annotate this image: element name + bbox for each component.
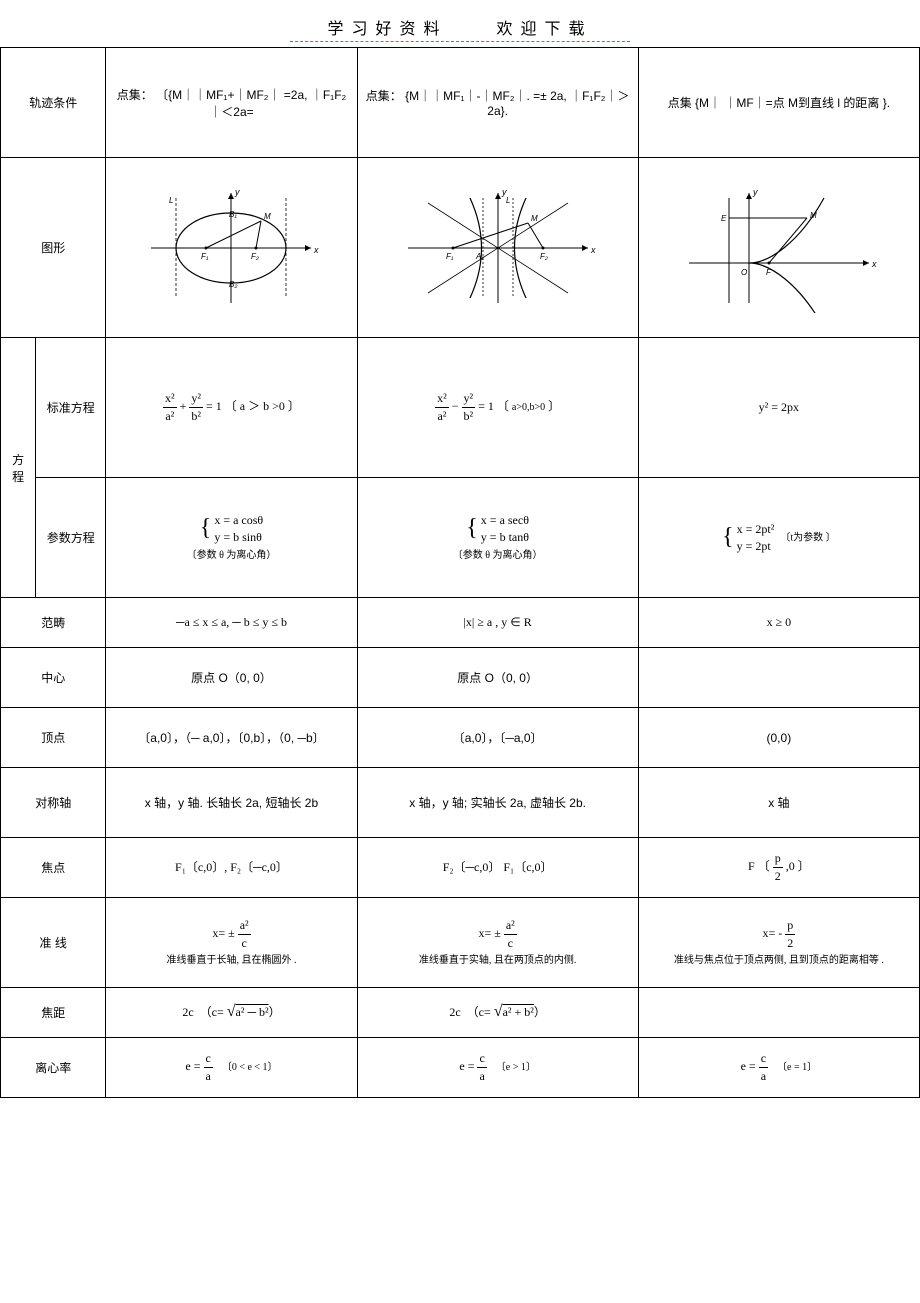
focus-ellipse: F₁〔c,0〕, F₂〔─c,0〕	[106, 838, 357, 898]
std-ellipse: x²a² + y²b² = 1 〔 a ＞ b >0 〕	[106, 338, 357, 478]
row-directrix: 准 线 x= ± a²c 准线垂直于长轴, 且在椭圆外 . x= ± a²c 准…	[1, 898, 920, 988]
svg-text:L: L	[506, 196, 510, 205]
svg-text:F₂: F₂	[540, 252, 548, 261]
center-parabola	[638, 648, 919, 708]
param-hyperbola: { x = a secθy = b tanθ 〔参数 θ 为离心角）	[357, 478, 638, 598]
traj-parabola: 点集 {M｜ ｜MF｜=点 M到直线 l 的距离 }.	[638, 48, 919, 158]
svg-text:M: M	[810, 211, 817, 220]
directrix-ellipse: x= ± a²c 准线垂直于长轴, 且在椭圆外 .	[106, 898, 357, 988]
label-center: 中心	[1, 648, 106, 708]
label-focus: 焦点	[1, 838, 106, 898]
std-hyperbola: x²a² − y²b² = 1 〔 a>0,b>0 〕	[357, 338, 638, 478]
row-focus: 焦点 F₁〔c,0〕, F₂〔─c,0〕 F₂〔─c,0〕 F₁〔c,0〕 F …	[1, 838, 920, 898]
svg-text:M: M	[531, 214, 538, 223]
svg-text:O: O	[741, 268, 747, 277]
svg-text:x: x	[590, 245, 596, 255]
center-ellipse: 原点 O（0, 0）	[106, 648, 357, 708]
traj-hyperbola: 点集： {M｜｜MF₁｜-｜MF₂｜. =± 2a, ｜F₁F₂｜＞2a}.	[357, 48, 638, 158]
traj-ellipse: 点集： 〔{M｜｜MF₁+｜MF₂｜ =2a, ｜F₁F₂｜＜2a=	[106, 48, 357, 158]
label-shape: 图形	[1, 158, 106, 338]
row-focal-dist: 焦距 2c （c= √a² ─ b²） 2c （c= √a² + b²）	[1, 988, 920, 1038]
svg-text:x: x	[871, 259, 877, 269]
row-center: 中心 原点 O（0, 0） 原点 O（0, 0）	[1, 648, 920, 708]
range-ellipse: ─a ≤ x ≤ a, ─ b ≤ y ≤ b	[106, 598, 357, 648]
ecc-ellipse: e = ca 〔0 < e < 1〕	[106, 1038, 357, 1098]
svg-text:E: E	[721, 214, 727, 223]
label-trajectory: 轨迹条件	[1, 48, 106, 158]
param-parabola: { x = 2pt²y = 2pt 〔t为参数 〕	[638, 478, 919, 598]
header-underline	[290, 41, 630, 42]
label-equation: 方程	[1, 338, 36, 598]
row-param-eq: 参数方程 { x = a cosθy = b sinθ 〔参数 θ 为离心角） …	[1, 478, 920, 598]
axis-hyperbola: x 轴，y 轴; 实轴长 2a, 虚轴长 2b.	[357, 768, 638, 838]
page-header: 学习好资料 欢迎下载	[0, 0, 920, 47]
svg-text:x: x	[313, 245, 319, 255]
shape-hyperbola: x y M F₁ F₂ A₁ L	[357, 158, 638, 338]
vertex-ellipse: 〔a,0〕，（─ a,0〕，〔0,b〕，（0, ─b〕	[106, 708, 357, 768]
label-axis: 对称轴	[1, 768, 106, 838]
std-parabola: y² = 2px	[638, 338, 919, 478]
header-right: 欢迎下载	[496, 21, 592, 38]
svg-text:y: y	[234, 187, 240, 197]
row-range: 范畴 ─a ≤ x ≤ a, ─ b ≤ y ≤ b |x| ≥ a , y ∈…	[1, 598, 920, 648]
directrix-parabola: x= - p2 准线与焦点位于顶点两侧, 且到顶点的距离相等 .	[638, 898, 919, 988]
conic-table: 轨迹条件 点集： 〔{M｜｜MF₁+｜MF₂｜ =2a, ｜F₁F₂｜＜2a= …	[0, 47, 920, 1098]
shape-parabola: x y M F E O	[638, 158, 919, 338]
svg-text:F₂: F₂	[251, 252, 259, 261]
row-trajectory: 轨迹条件 点集： 〔{M｜｜MF₁+｜MF₂｜ =2a, ｜F₁F₂｜＜2a= …	[1, 48, 920, 158]
center-hyperbola: 原点 O（0, 0）	[357, 648, 638, 708]
focal-hyperbola: 2c （c= √a² + b²）	[357, 988, 638, 1038]
range-hyperbola: |x| ≥ a , y ∈ R	[357, 598, 638, 648]
label-focal-dist: 焦距	[1, 988, 106, 1038]
ecc-parabola: e = ca 〔e = 1〕	[638, 1038, 919, 1098]
label-vertex: 顶点	[1, 708, 106, 768]
shape-ellipse: x y M F₁ F₂ B₁ B₂ L	[106, 158, 357, 338]
svg-text:B₁: B₁	[229, 210, 237, 219]
label-directrix: 准 线	[1, 898, 106, 988]
focal-parabola	[638, 988, 919, 1038]
label-std-eq: 标准方程	[36, 338, 106, 478]
svg-text:M: M	[264, 212, 271, 221]
svg-text:L: L	[169, 196, 173, 205]
svg-text:F₁: F₁	[201, 252, 209, 261]
directrix-hyperbola: x= ± a²c 准线垂直于实轴, 且在两顶点的内侧.	[357, 898, 638, 988]
row-shape: 图形 x y M F₁ F₂ B₁ B₂ L	[1, 158, 920, 338]
axis-parabola: x 轴	[638, 768, 919, 838]
row-eccentricity: 离心率 e = ca 〔0 < e < 1〕 e = ca 〔e > 1〕 e …	[1, 1038, 920, 1098]
header-left: 学习好资料	[328, 21, 448, 38]
label-param-eq: 参数方程	[36, 478, 106, 598]
svg-text:F₁: F₁	[446, 252, 454, 261]
label-range: 范畴	[1, 598, 106, 648]
svg-text:A₁: A₁	[475, 252, 484, 261]
row-vertex: 顶点 〔a,0〕，（─ a,0〕，〔0,b〕，（0, ─b〕 〔a,0〕，〔─a…	[1, 708, 920, 768]
focus-parabola: F 〔 p2 ,0 〕	[638, 838, 919, 898]
label-eccentricity: 离心率	[1, 1038, 106, 1098]
focal-ellipse: 2c （c= √a² ─ b²）	[106, 988, 357, 1038]
focus-hyperbola: F₂〔─c,0〕 F₁〔c,0〕	[357, 838, 638, 898]
svg-text:B₂: B₂	[229, 280, 237, 289]
row-std-eq: 方程 标准方程 x²a² + y²b² = 1 〔 a ＞ b >0 〕 x²a…	[1, 338, 920, 478]
row-axis: 对称轴 x 轴，y 轴. 长轴长 2a, 短轴长 2b x 轴，y 轴; 实轴长…	[1, 768, 920, 838]
ecc-hyperbola: e = ca 〔e > 1〕	[357, 1038, 638, 1098]
vertex-parabola: (0,0)	[638, 708, 919, 768]
axis-ellipse: x 轴，y 轴. 长轴长 2a, 短轴长 2b	[106, 768, 357, 838]
param-ellipse: { x = a cosθy = b sinθ 〔参数 θ 为离心角）	[106, 478, 357, 598]
vertex-hyperbola: 〔a,0〕，〔─a,0〕	[357, 708, 638, 768]
svg-text:y: y	[752, 187, 758, 197]
range-parabola: x ≥ 0	[638, 598, 919, 648]
